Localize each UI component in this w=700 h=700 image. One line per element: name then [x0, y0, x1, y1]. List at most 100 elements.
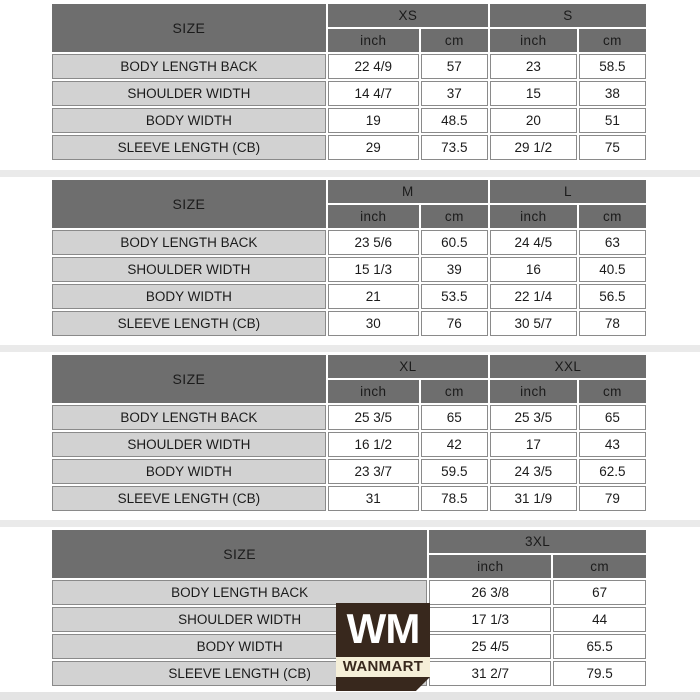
table-row: SLEEVE LENGTH (CB) 30 76 30 5/7 78 [52, 311, 646, 336]
table-row: BODY LENGTH BACK 26 3/8 67 [52, 580, 646, 605]
table-row: BODY WIDTH 23 3/7 59.5 24 3/5 62.5 [52, 459, 646, 484]
measurement-value: 65 [420, 405, 488, 430]
separator-strip [0, 520, 700, 527]
unit-header-cm: cm [420, 29, 488, 52]
table-row: SHOULDER WIDTH 14 4/7 37 15 38 [52, 81, 646, 106]
table-row: BODY WIDTH 21 53.5 22 1/4 56.5 [52, 284, 646, 309]
group-header-row: SIZE XL XXL [52, 355, 646, 403]
measurement-value: 16 1/2 [327, 432, 419, 457]
unit-header-inch: inch [429, 555, 552, 578]
measurement-value: 65 [578, 405, 646, 430]
measurement-value: 31 [327, 486, 419, 511]
measurement-label: BODY LENGTH BACK [52, 580, 428, 605]
measurement-value: 78 [578, 311, 646, 336]
measurement-value: 24 3/5 [489, 459, 577, 484]
size-column-header: SIZE [52, 180, 326, 228]
measurement-value: 58.5 [578, 54, 646, 79]
measurement-value: 78.5 [420, 486, 488, 511]
measurement-label: SLEEVE LENGTH (CB) [52, 135, 326, 160]
unit-header-inch: inch [327, 205, 419, 228]
measurement-value: 44 [553, 607, 646, 632]
measurement-value: 15 [489, 81, 577, 106]
measurement-value: 42 [420, 432, 488, 457]
measurement-value: 79 [578, 486, 646, 511]
unit-header-inch: inch [489, 380, 577, 403]
group-header-row: SIZE M L [52, 180, 646, 228]
measurement-value: 21 [327, 284, 419, 309]
unit-header-row: inch cm [52, 555, 646, 578]
table-row: SLEEVE LENGTH (CB) 29 73.5 29 1/2 75 [52, 135, 646, 160]
unit-header-row: inch cm inch cm [52, 29, 646, 52]
measurement-value: 23 5/6 [327, 230, 419, 255]
size-group-xl: XL [327, 355, 488, 378]
measurement-label: BODY LENGTH BACK [52, 405, 326, 430]
measurement-value: 37 [420, 81, 488, 106]
measurement-value: 60.5 [420, 230, 488, 255]
measurement-value: 67 [553, 580, 646, 605]
table-row: BODY WIDTH 19 48.5 20 51 [52, 108, 646, 133]
measurement-value: 63 [578, 230, 646, 255]
measurement-value: 16 [489, 257, 577, 282]
size-column-header: SIZE [52, 355, 326, 403]
unit-header-inch: inch [489, 29, 577, 52]
unit-header-cm: cm [420, 205, 488, 228]
measurement-value: 56.5 [578, 284, 646, 309]
measurement-value: 57 [420, 54, 488, 79]
measurement-value: 51 [578, 108, 646, 133]
measurement-value: 19 [327, 108, 419, 133]
measurement-value: 24 4/5 [489, 230, 577, 255]
wanmart-wordmark: WANMART [336, 657, 430, 677]
measurement-value: 40.5 [578, 257, 646, 282]
measurement-value: 25 4/5 [429, 634, 552, 659]
measurement-value: 15 1/3 [327, 257, 419, 282]
measurement-value: 25 3/5 [489, 405, 577, 430]
measurement-value: 17 [489, 432, 577, 457]
unit-header-cm: cm [553, 555, 646, 578]
size-table-xl-xxl: SIZE XL XXL inch cm inch cm BODY LENGTH … [50, 353, 648, 513]
unit-header-row: inch cm inch cm [52, 205, 646, 228]
measurement-value: 30 [327, 311, 419, 336]
measurement-value: 65.5 [553, 634, 646, 659]
size-column-header: SIZE [52, 4, 326, 52]
measurement-value: 53.5 [420, 284, 488, 309]
unit-header-inch: inch [489, 205, 577, 228]
size-column-header: SIZE [52, 530, 428, 578]
unit-header-row: inch cm inch cm [52, 380, 646, 403]
unit-header-cm: cm [578, 205, 646, 228]
measurement-label: BODY LENGTH BACK [52, 230, 326, 255]
measurement-value: 20 [489, 108, 577, 133]
measurement-value: 29 [327, 135, 419, 160]
table-row: BODY LENGTH BACK 23 5/6 60.5 24 4/5 63 [52, 230, 646, 255]
size-group-xxl: XXL [489, 355, 646, 378]
measurement-label: SHOULDER WIDTH [52, 432, 326, 457]
wanmart-logo-tail [336, 677, 430, 691]
measurement-value: 23 3/7 [327, 459, 419, 484]
table-row: SHOULDER WIDTH 16 1/2 42 17 43 [52, 432, 646, 457]
measurement-value: 22 4/9 [327, 54, 419, 79]
measurement-value: 31 1/9 [489, 486, 577, 511]
size-group-s: S [489, 4, 646, 27]
unit-header-cm: cm [578, 380, 646, 403]
measurement-value: 79.5 [553, 661, 646, 686]
size-group-xs: XS [327, 4, 488, 27]
table-row: SHOULDER WIDTH 15 1/3 39 16 40.5 [52, 257, 646, 282]
measurement-value: 26 3/8 [429, 580, 552, 605]
measurement-label: SLEEVE LENGTH (CB) [52, 311, 326, 336]
unit-header-cm: cm [420, 380, 488, 403]
separator-strip [0, 345, 700, 352]
measurement-label: BODY WIDTH [52, 459, 326, 484]
table-row: BODY LENGTH BACK 22 4/9 57 23 58.5 [52, 54, 646, 79]
measurement-value: 29 1/2 [489, 135, 577, 160]
unit-header-inch: inch [327, 29, 419, 52]
size-group-l: L [489, 180, 646, 203]
measurement-label: BODY LENGTH BACK [52, 54, 326, 79]
unit-header-inch: inch [327, 380, 419, 403]
size-table-m-l: SIZE M L inch cm inch cm BODY LENGTH BAC… [50, 178, 648, 338]
measurement-value: 48.5 [420, 108, 488, 133]
bottom-strip [0, 692, 700, 700]
measurement-value: 75 [578, 135, 646, 160]
table-row: BODY LENGTH BACK 25 3/5 65 25 3/5 65 [52, 405, 646, 430]
measurement-value: 31 2/7 [429, 661, 552, 686]
wanmart-logo: WM WANMART [336, 603, 430, 691]
